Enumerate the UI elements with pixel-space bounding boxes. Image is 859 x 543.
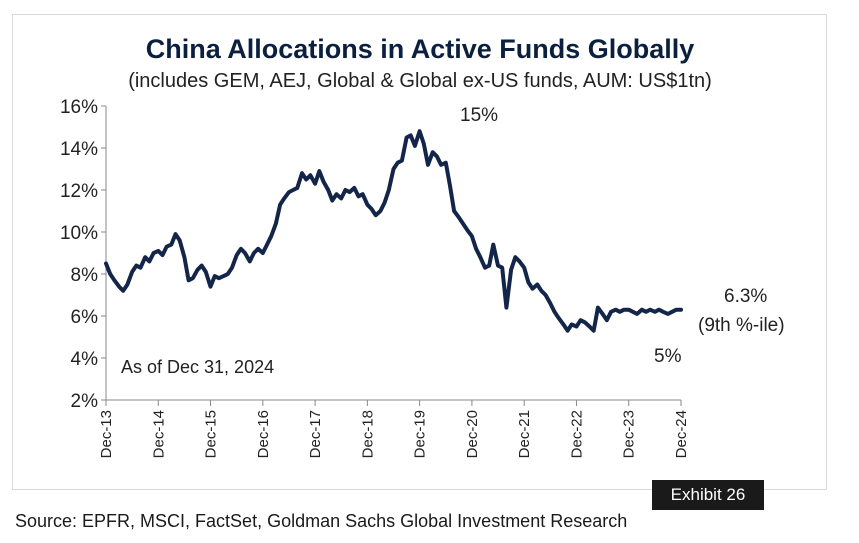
y-tick-label: 12% [60, 181, 98, 202]
x-tick-label: Dec-14 [150, 410, 167, 458]
x-tick-label: Dec-22 [568, 410, 585, 458]
x-tick-label: Dec-16 [255, 410, 272, 458]
chart-subtitle: (includes GEM, AEJ, Global & Global ex-U… [128, 70, 712, 92]
peak-annotation: 15% [460, 105, 498, 126]
x-tick-label: Dec-23 [621, 410, 638, 458]
y-tick-label: 4% [71, 349, 99, 370]
y-tick-label: 8% [71, 265, 99, 286]
chart-title: China Allocations in Active Funds Global… [145, 34, 695, 64]
chart-frame [12, 14, 827, 490]
y-tick-label: 6% [71, 307, 99, 328]
x-tick-label: Dec-15 [203, 410, 220, 458]
source-note: Source: EPFR, MSCI, FactSet, Goldman Sac… [15, 511, 628, 531]
y-tick-label: 14% [60, 139, 98, 160]
latest-note-annotation: (9th %-ile) [698, 315, 785, 336]
x-tick-label: Dec-13 [98, 410, 115, 458]
x-tick-label: Dec-20 [464, 410, 481, 458]
x-tick-label: Dec-24 [673, 410, 690, 458]
x-tick-label: Dec-19 [412, 410, 429, 458]
y-tick-label: 10% [60, 223, 98, 244]
trough-annotation: 5% [654, 346, 682, 367]
y-tick-label: 16% [60, 97, 98, 118]
x-tick-label: Dec-17 [307, 410, 324, 458]
series-line [104, 129, 683, 333]
x-tick-label: Dec-18 [359, 410, 376, 458]
y-tick-label: 2% [71, 391, 99, 412]
exhibit-badge: Exhibit 26 [652, 480, 764, 510]
x-tick-label: Dec-21 [516, 410, 533, 458]
latest-value-annotation: 6.3% [724, 286, 767, 307]
as-of-annotation: As of Dec 31, 2024 [121, 357, 274, 377]
